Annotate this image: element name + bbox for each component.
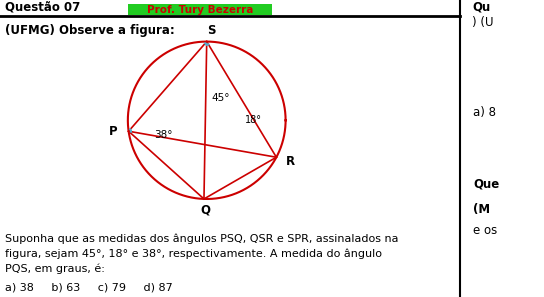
Text: (UFMG) Observe a figura:: (UFMG) Observe a figura: <box>5 24 175 37</box>
Text: Prof. Tury Bezerra: Prof. Tury Bezerra <box>147 5 254 15</box>
Text: ) (U: ) (U <box>472 16 494 29</box>
Text: e os: e os <box>473 224 498 237</box>
Text: Suponha que as medidas dos ângulos PSQ, QSR e SPR, assinalados na
figura, sejam : Suponha que as medidas dos ângulos PSQ, … <box>5 233 399 274</box>
Text: (M: (M <box>473 203 490 216</box>
Text: Q: Q <box>200 204 210 217</box>
Text: S: S <box>207 24 215 37</box>
Text: 18°: 18° <box>244 115 262 125</box>
Text: a) 8: a) 8 <box>473 106 496 119</box>
Text: P: P <box>109 125 118 138</box>
Text: Questão 07: Questão 07 <box>5 1 81 14</box>
Text: R: R <box>286 155 294 168</box>
Text: Que: Que <box>473 178 499 191</box>
Text: a) 38     b) 63     c) 79     d) 87: a) 38 b) 63 c) 79 d) 87 <box>5 283 173 293</box>
FancyBboxPatch shape <box>128 4 272 15</box>
Text: 45°: 45° <box>211 93 230 103</box>
Text: 38°: 38° <box>154 130 172 140</box>
Text: Qu: Qu <box>472 1 491 14</box>
